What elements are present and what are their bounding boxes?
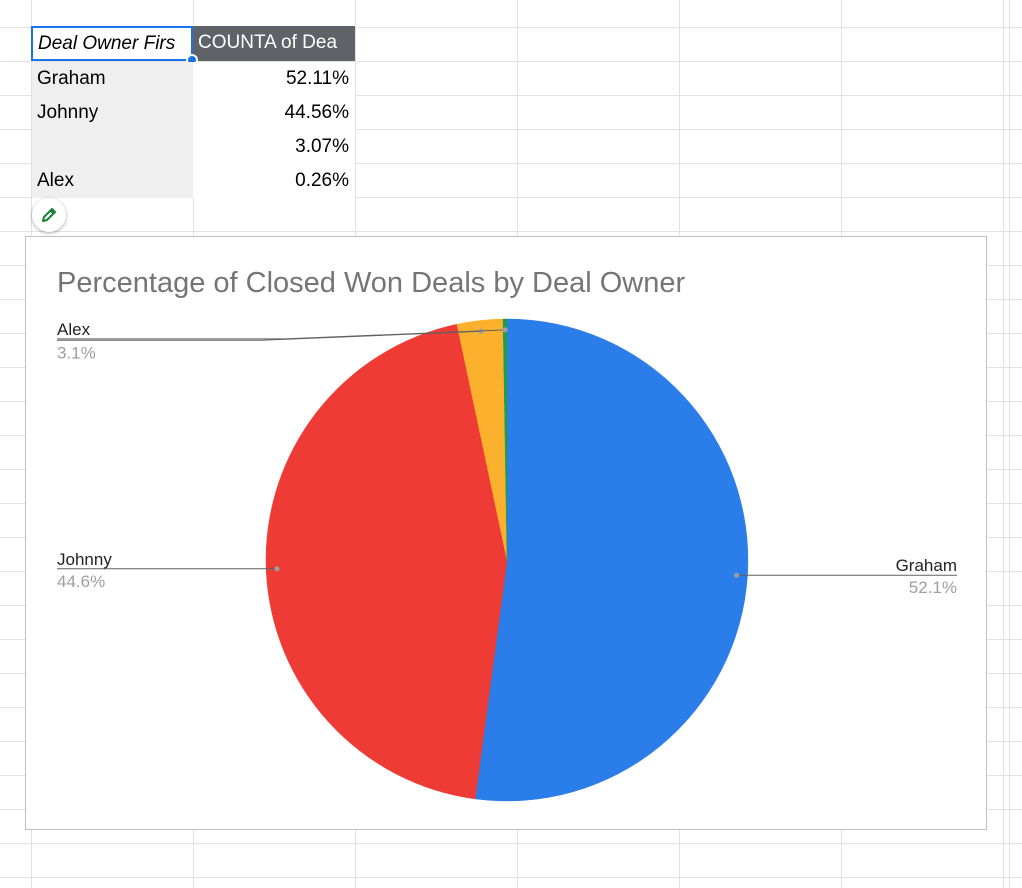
- pivot-row-value[interactable]: 0.26%: [193, 164, 355, 198]
- slice-name-label: Alex: [57, 320, 91, 339]
- pie-slice[interactable]: [265, 323, 508, 800]
- slice-percent-label: 44.6%: [57, 572, 105, 591]
- pie-slice[interactable]: [474, 318, 749, 802]
- chart-title: Percentage of Closed Won Deals by Deal O…: [57, 267, 685, 299]
- pivot-row-value[interactable]: 44.56%: [193, 96, 355, 130]
- pivot-row-name[interactable]: Johnny: [32, 96, 193, 130]
- pivot-row-value[interactable]: 52.11%: [193, 62, 355, 96]
- slice-percent-label: 52.1%: [909, 578, 957, 597]
- pie-chart[interactable]: Percentage of Closed Won Deals by Deal O…: [25, 236, 987, 830]
- slice-name-label: Graham: [896, 556, 957, 575]
- edit-pivot-button[interactable]: [32, 198, 66, 232]
- leader-dot: [502, 327, 508, 333]
- pivot-header-owner[interactable]: Deal Owner Firs: [31, 26, 193, 61]
- pivot-row-name[interactable]: Graham: [32, 62, 193, 96]
- leader-dot: [274, 566, 280, 572]
- slice-name-label: Johnny: [57, 550, 112, 569]
- pivot-row-value[interactable]: 3.07%: [193, 130, 355, 164]
- pencil-icon: [42, 208, 56, 222]
- pivot-header-count[interactable]: COUNTA of Dea: [193, 26, 355, 61]
- pie-slice[interactable]: [502, 318, 508, 561]
- pivot-row-name[interactable]: [32, 130, 193, 164]
- pivot-row-name[interactable]: Alex: [32, 164, 193, 198]
- leader-dot: [734, 572, 740, 578]
- slice-percent-label: 3.1%: [57, 343, 96, 362]
- leader-line: [57, 329, 506, 340]
- pivot-table: Deal Owner Firs COUNTA of Dea Graham 52.…: [0, 0, 1022, 230]
